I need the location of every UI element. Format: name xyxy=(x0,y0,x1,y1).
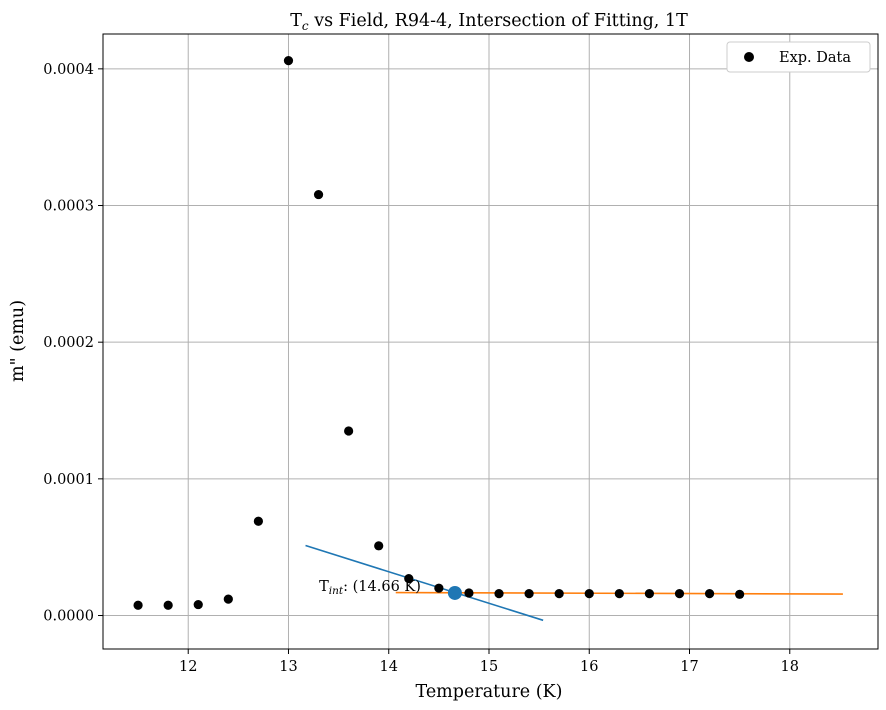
legend-marker xyxy=(744,52,754,62)
data-point xyxy=(163,600,173,610)
x-tick-label: 14 xyxy=(380,659,398,675)
axis-ticks: 12 13 14 15 16 17 18 0.0000 0.0001 0.0002 0.0003 0.… xyxy=(43,62,799,675)
fit-line xyxy=(305,544,544,622)
data-point xyxy=(644,589,655,599)
y-tick-label: 0.0001 xyxy=(43,472,94,488)
intersection-label: Tint: (14.66 K) xyxy=(319,579,421,597)
data-point xyxy=(374,541,384,551)
data-point xyxy=(283,56,294,66)
x-tick-label: 16 xyxy=(580,659,598,675)
data-point xyxy=(704,589,715,599)
data-point xyxy=(524,589,534,599)
data-point xyxy=(584,589,594,599)
data-point xyxy=(554,589,564,599)
y-tick-label: 0.0004 xyxy=(43,62,94,78)
data-point xyxy=(223,594,233,604)
x-tick-label: 12 xyxy=(179,659,197,675)
data-point xyxy=(253,516,264,526)
y-tick-label: 0.0000 xyxy=(43,609,94,625)
intersection-point xyxy=(447,585,462,600)
legend-box xyxy=(726,41,871,73)
data-point xyxy=(344,426,354,436)
data-points xyxy=(133,56,745,610)
chart-title: Tc vs Field, R94-4, Intersection of Fitt… xyxy=(290,11,688,33)
data-point xyxy=(313,189,324,200)
data-point xyxy=(464,588,474,598)
data-point xyxy=(193,599,203,610)
data-point xyxy=(614,589,624,599)
x-axis-label: Temperature (K) xyxy=(416,682,563,702)
data-point xyxy=(404,574,414,584)
x-tick-label: 13 xyxy=(279,659,297,675)
data-point xyxy=(674,589,685,599)
data-point xyxy=(735,589,745,599)
grid-lines xyxy=(103,34,878,649)
data-point xyxy=(133,600,143,610)
x-tick-label: 15 xyxy=(480,659,498,675)
data-point xyxy=(434,583,444,593)
x-tick-label: 17 xyxy=(680,659,698,675)
data-point xyxy=(494,589,504,599)
legend: Exp. Data xyxy=(726,41,871,73)
y-tick-label: 0.0002 xyxy=(43,335,94,351)
x-tick-label: 18 xyxy=(781,659,799,675)
plot-frame xyxy=(102,33,879,650)
y-axis-label: m" (emu) xyxy=(8,300,28,382)
legend-label: Exp. Data xyxy=(779,50,851,66)
y-tick-label: 0.0003 xyxy=(43,199,94,215)
